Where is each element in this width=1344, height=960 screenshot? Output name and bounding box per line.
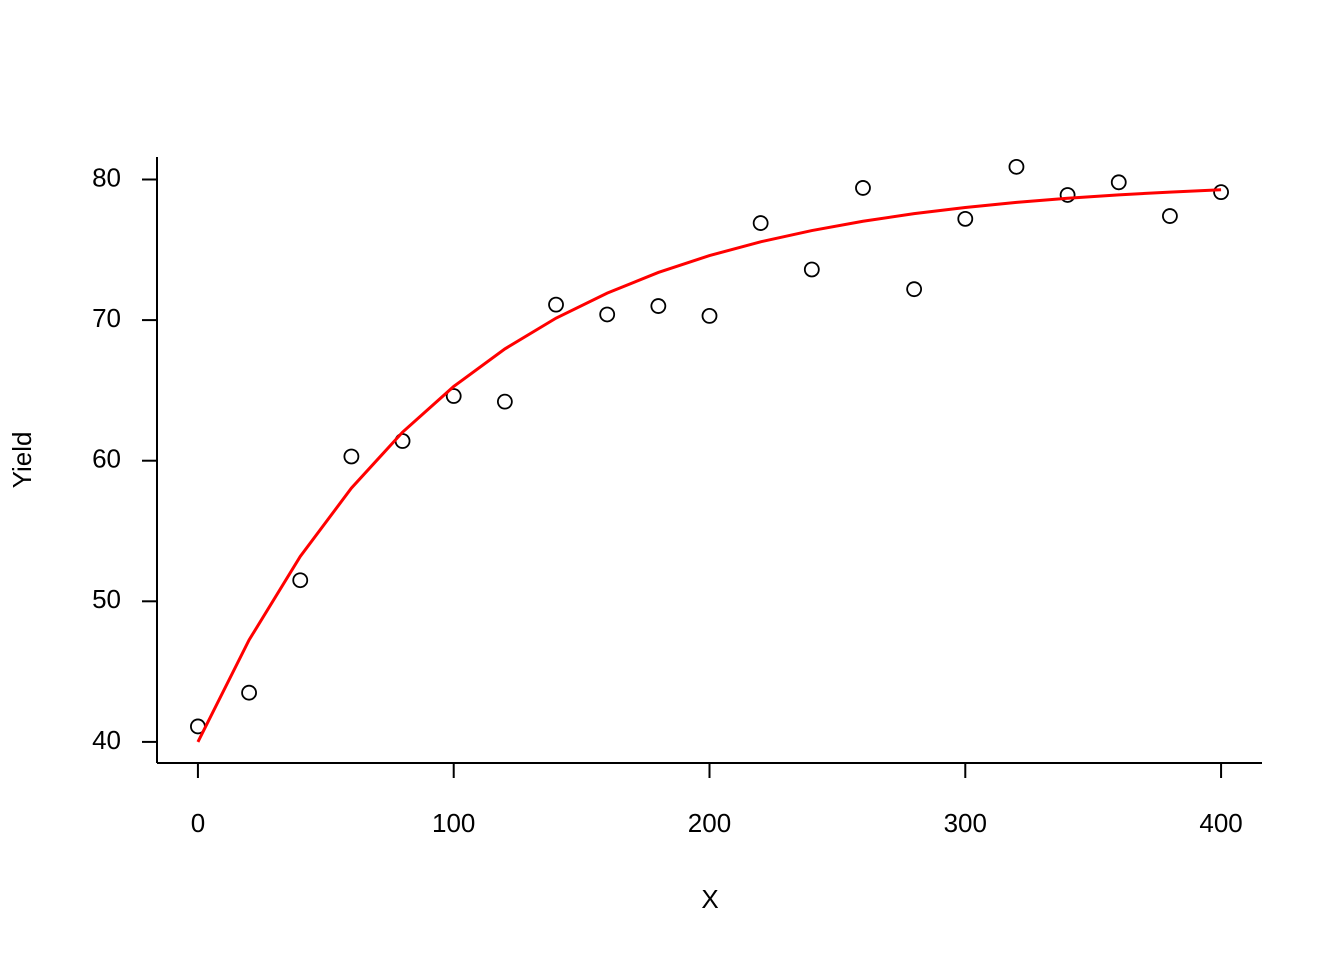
point [855,180,871,196]
point [1213,184,1229,201]
y-tick-label: 60 [92,444,121,474]
y-tick-label: 50 [92,584,121,614]
point [752,215,769,231]
point [650,298,667,314]
x-axis-label: X [701,884,718,914]
point [292,572,309,589]
point [1008,158,1025,175]
point [343,448,360,465]
y-axis-label: Yield [7,432,37,489]
y-tick-label: 70 [92,303,121,333]
x-tick-label: 100 [432,808,475,838]
point [701,307,718,324]
point [803,261,820,278]
point [1059,187,1076,203]
x-tick-label: 200 [688,808,731,838]
point [957,210,974,227]
x-tick-label: 0 [191,808,205,838]
point [496,393,513,410]
point [548,296,564,313]
y-tick-label: 80 [92,162,121,192]
point [906,281,923,298]
point [1110,174,1127,191]
x-tick-label: 300 [944,808,987,838]
point [1162,208,1178,224]
y-tick-label: 40 [92,725,121,755]
point [599,306,616,323]
x-tick-label: 400 [1199,808,1242,838]
point [241,684,257,701]
fit-line [196,188,1222,743]
point [445,388,462,404]
